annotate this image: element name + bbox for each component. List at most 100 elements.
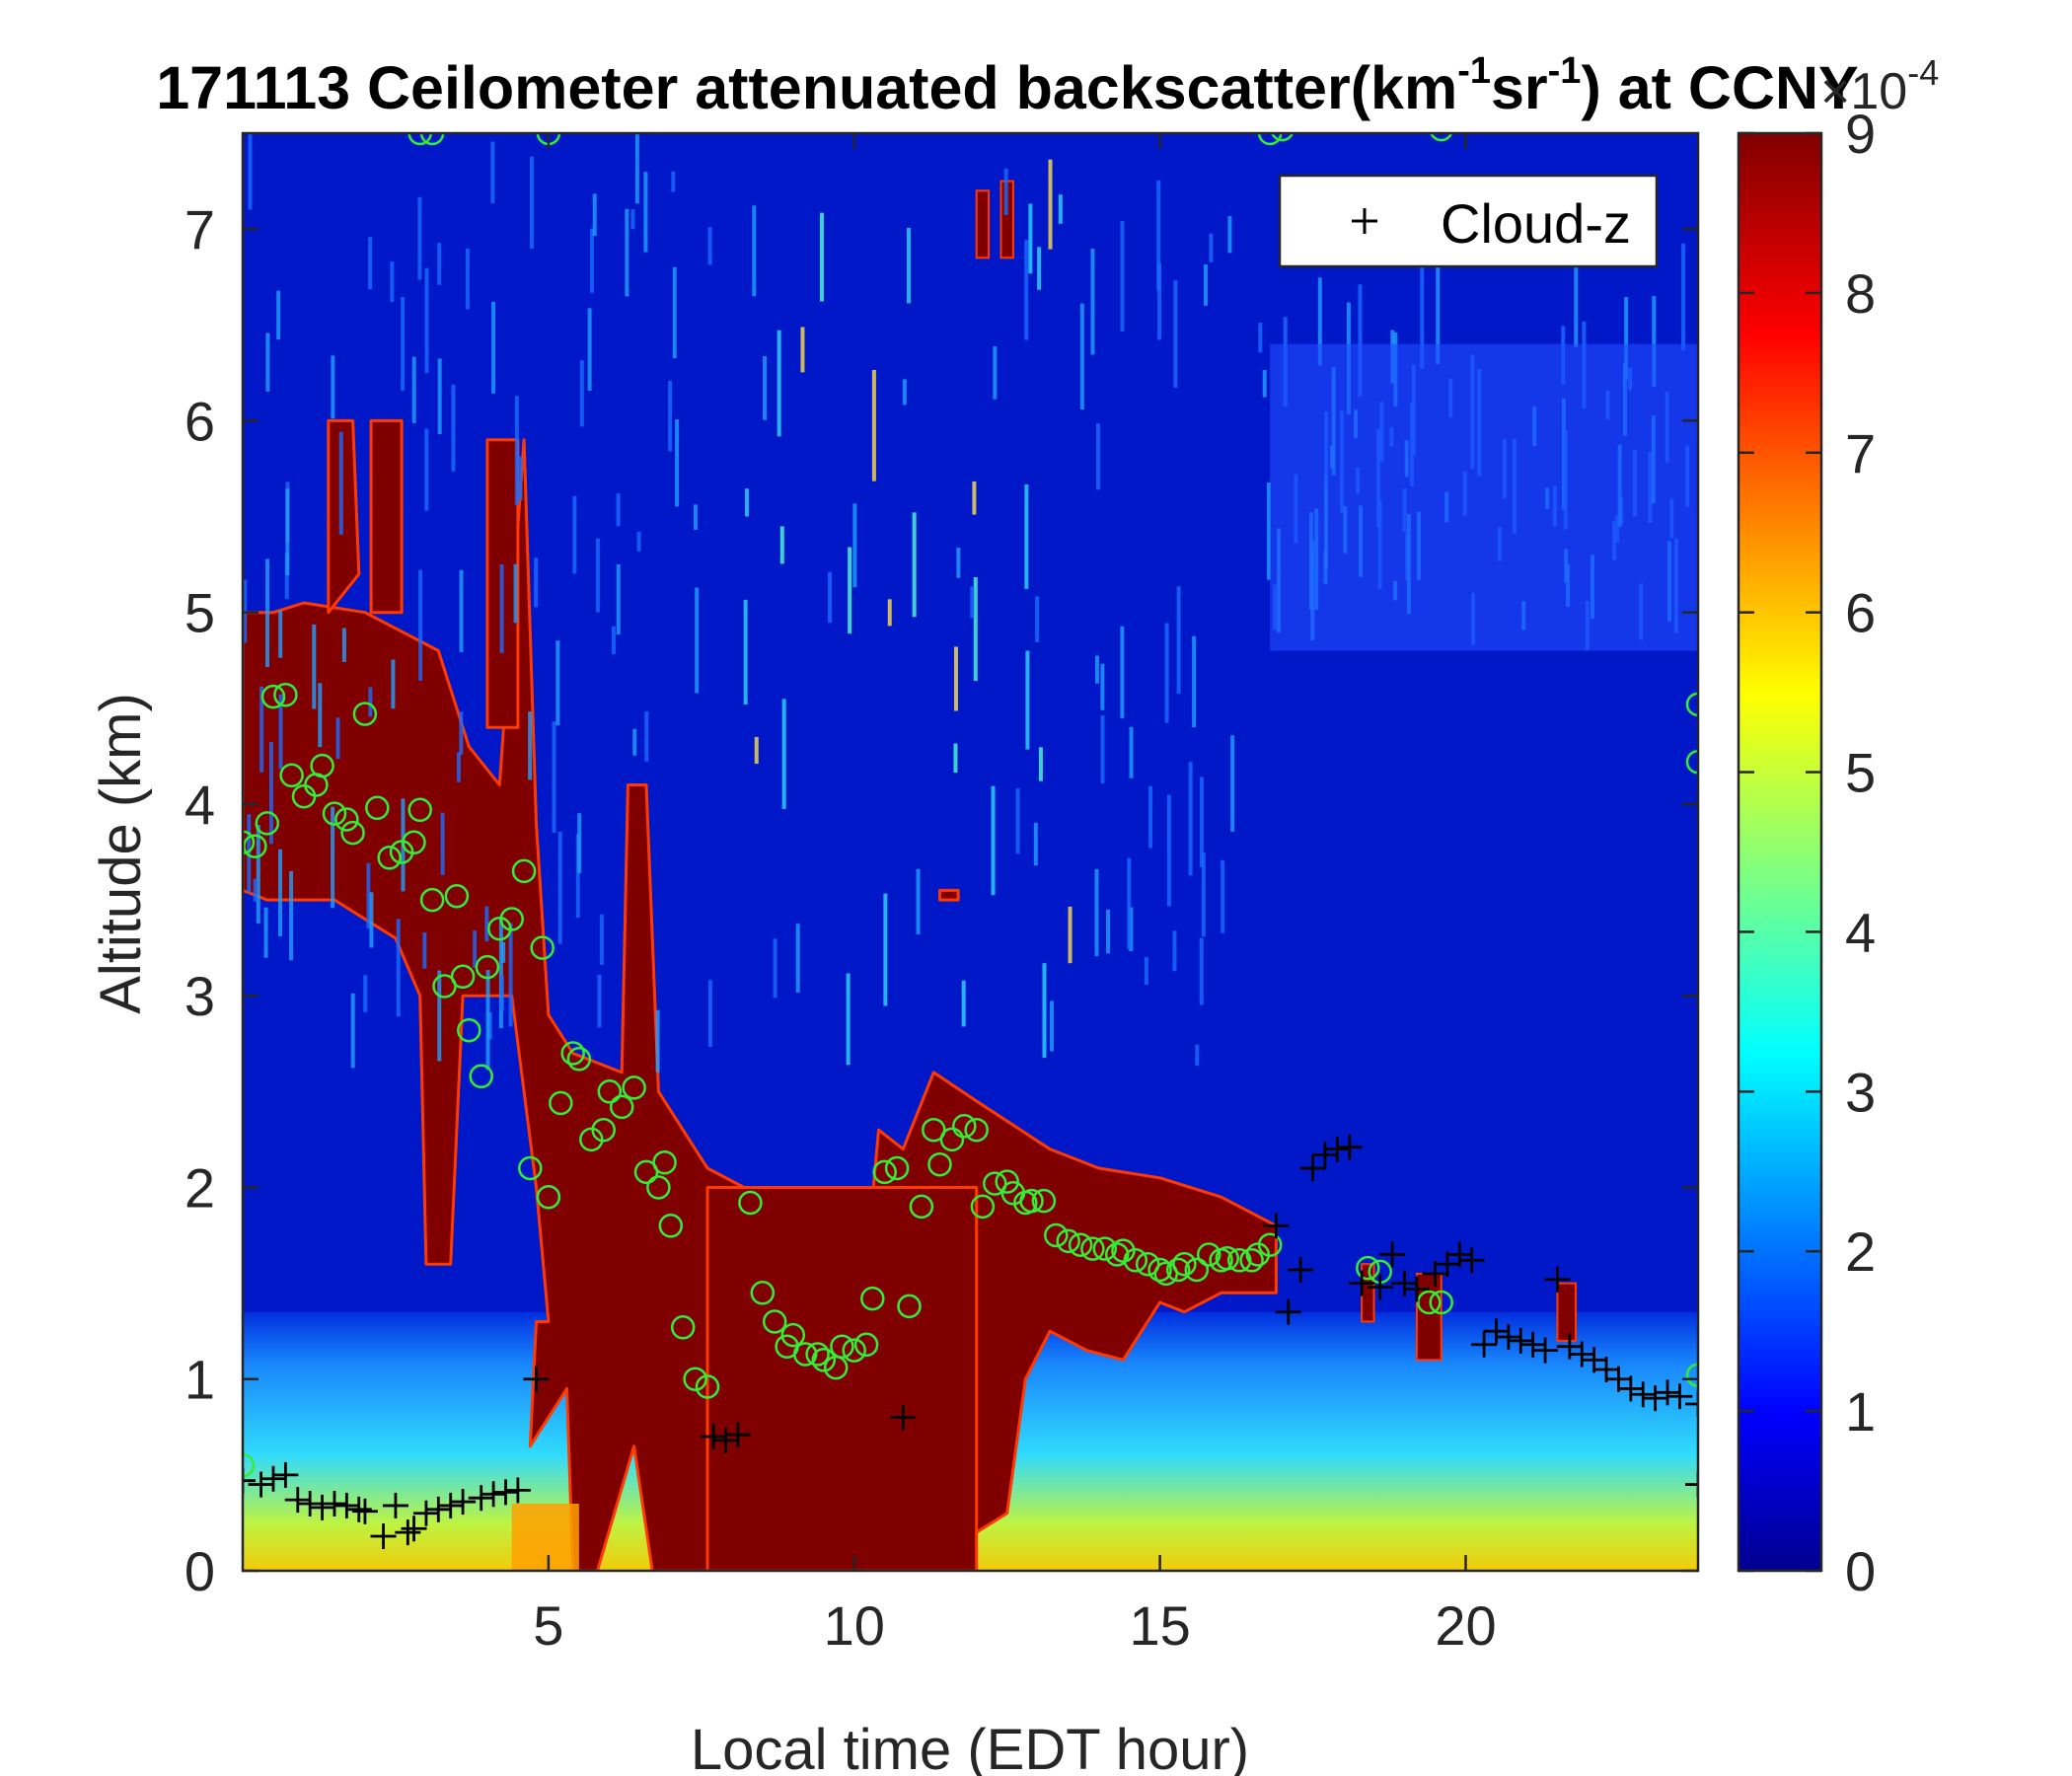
pbl-circle-marker xyxy=(591,1117,616,1143)
backscatter-streak xyxy=(424,428,429,511)
backscatter-streak xyxy=(368,237,373,290)
backscatter-streak xyxy=(1209,233,1214,262)
backscatter-streak xyxy=(1028,203,1033,274)
pbl-circle-marker xyxy=(1056,1228,1080,1254)
pbl-circle-marker xyxy=(260,684,286,709)
pbl-circle-marker xyxy=(1226,1248,1252,1273)
backscatter-streak xyxy=(912,512,917,618)
backscatter-streak xyxy=(1024,240,1029,340)
pbl-circle-marker xyxy=(1068,1232,1093,1257)
cloud-z-marker xyxy=(481,1481,507,1508)
backscatter-streak xyxy=(401,296,406,391)
backscatter-streak xyxy=(1094,868,1099,957)
backscatter-streak xyxy=(763,356,768,420)
cloud-z-marker xyxy=(1642,1385,1668,1412)
cloud-z-marker xyxy=(712,1427,739,1453)
backscatter-streak xyxy=(363,975,368,1012)
pbl-circle-marker xyxy=(310,753,334,778)
backscatter-streak xyxy=(459,569,464,652)
heatmap-features xyxy=(243,133,1698,1571)
pbl-circle-marker xyxy=(279,763,304,788)
backscatter-streak xyxy=(743,599,748,705)
cloud-z-marker xyxy=(1263,1213,1290,1239)
backscatter-streak xyxy=(779,526,784,564)
cloud-z-marker xyxy=(1367,1274,1393,1300)
backscatter-streak xyxy=(1035,596,1040,642)
backscatter-streak xyxy=(1166,794,1171,907)
backscatter-streak xyxy=(417,196,422,280)
pbl-circle-marker xyxy=(646,1175,671,1200)
backscatter-streak xyxy=(1173,280,1178,388)
backscatter-streak xyxy=(634,133,639,204)
colorbar-tick-label: 0 xyxy=(1845,1540,1876,1602)
backscatter-streak xyxy=(1038,747,1043,781)
cloud-region xyxy=(369,418,404,615)
backscatter-streak xyxy=(1095,423,1100,490)
pbl-circle-marker xyxy=(365,795,390,821)
backscatter-streak xyxy=(644,711,649,762)
colorbar-tick-label: 4 xyxy=(1845,901,1876,963)
plot-frame xyxy=(241,131,1700,1573)
backscatter-streak xyxy=(391,659,396,709)
cloud-z-marker xyxy=(1617,1375,1644,1402)
pbl-circle-marker xyxy=(1257,133,1283,146)
colorbar-tick-label: 8 xyxy=(1845,262,1876,325)
pbl-circle-marker xyxy=(1685,692,1698,717)
pbl-circle-marker xyxy=(884,1155,910,1181)
pbl-circle-marker xyxy=(750,1281,776,1305)
pbl-circle-marker xyxy=(683,1367,707,1391)
pbl-circle-marker xyxy=(1044,1222,1069,1248)
backscatter-streak xyxy=(1024,484,1029,589)
cloud-z-marker xyxy=(401,1516,427,1542)
backscatter-streak xyxy=(1100,663,1105,710)
backscatter-streak xyxy=(1079,303,1084,410)
backscatter-streak xyxy=(672,266,677,359)
backscatter-streak xyxy=(265,558,270,668)
colorbar-exponent-power: -4 xyxy=(1907,52,1939,93)
y-tick-label: 1 xyxy=(185,1349,215,1411)
legend-label-cloud-z: Cloud-z xyxy=(1441,192,1631,255)
backscatter-streak xyxy=(953,646,958,711)
pbl-circle-marker xyxy=(658,1214,684,1238)
backscatter-streak xyxy=(312,624,317,709)
pbl-circle-marker xyxy=(1153,1261,1179,1287)
colorbar-exponent: ×10-4 xyxy=(1820,52,1939,120)
backscatter-streak xyxy=(318,683,323,748)
pbl-circle-marker xyxy=(432,974,457,999)
pbl-circle-marker xyxy=(566,1047,592,1072)
cloud-z-marker xyxy=(1446,1241,1473,1268)
backscatter-streak xyxy=(1025,650,1030,750)
backscatter-streak xyxy=(276,290,281,340)
backscatter-streak xyxy=(422,931,427,969)
backscatter-streak xyxy=(247,814,252,893)
title-mid: sr xyxy=(1491,54,1548,121)
backscatter-streak xyxy=(1652,296,1657,388)
pbl-circle-marker xyxy=(499,907,524,931)
pbl-circle-marker xyxy=(475,954,500,980)
cloud-z-marker xyxy=(1519,1331,1546,1358)
y-tick-label: 5 xyxy=(185,582,215,644)
cloud-region xyxy=(243,438,1278,1571)
backscatter-streak xyxy=(1156,180,1161,291)
pbl-circle-marker xyxy=(609,1094,634,1120)
backscatter-streak xyxy=(827,571,832,624)
backscatter-streak xyxy=(795,924,800,994)
backscatter-streak xyxy=(972,481,977,515)
pbl-circle-marker xyxy=(695,1374,720,1399)
pbl-circle-marker xyxy=(762,1309,787,1334)
backscatter-streak xyxy=(465,249,470,310)
cloud-z-marker xyxy=(1288,1257,1314,1284)
backscatter-streak xyxy=(528,711,533,780)
backscatter-streak xyxy=(514,396,519,505)
backscatter-streak xyxy=(268,741,273,845)
colorbar-tick-label: 3 xyxy=(1845,1061,1876,1123)
cloud-z-marker xyxy=(1324,1136,1351,1162)
pbl-circle-marker xyxy=(255,811,280,836)
y-tick-label: 2 xyxy=(185,1156,215,1219)
cloud-region xyxy=(327,418,361,615)
backscatter-streak xyxy=(848,547,852,634)
y-tick-label: 4 xyxy=(185,774,215,836)
backscatter-streak xyxy=(599,914,604,965)
backscatter-streak xyxy=(557,831,562,944)
backscatter-streak xyxy=(437,358,442,434)
